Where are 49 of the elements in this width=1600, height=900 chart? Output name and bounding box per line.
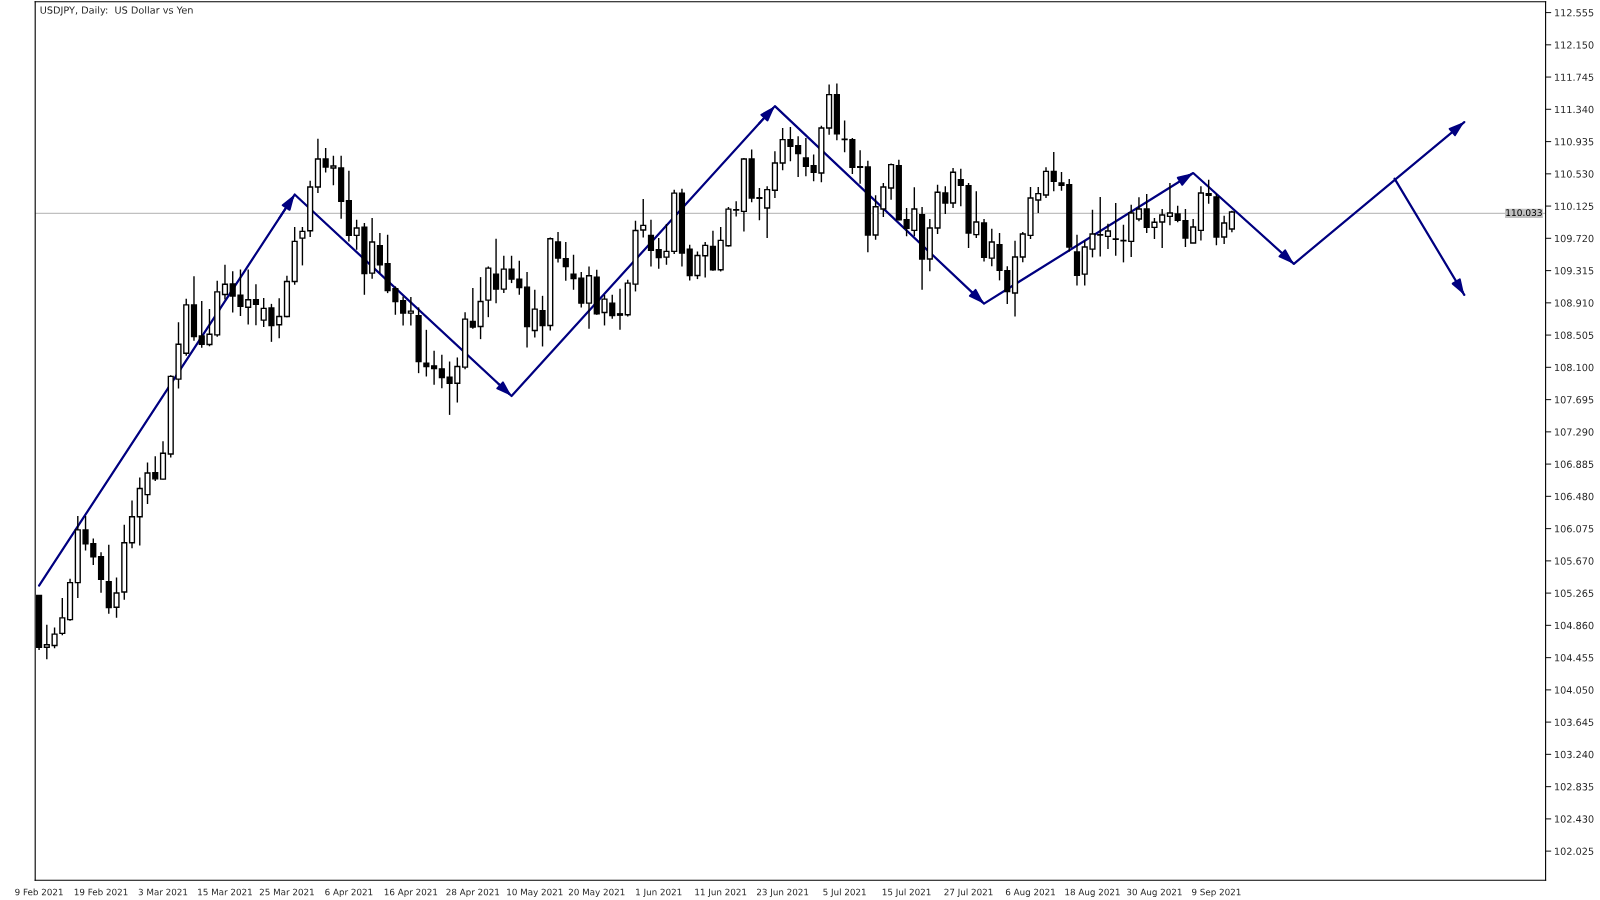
x-tick-label: 30 Aug 2021 [1127,888,1182,897]
x-tick-label: 20 May 2021 [568,888,625,897]
y-tick-label: 102.835 [1555,783,1594,791]
x-tick-label: 28 Apr 2021 [446,888,500,897]
y-tick-label: 109.315 [1555,267,1594,275]
x-tick-label: 23 Jun 2021 [756,888,809,897]
y-tick-label: 109.720 [1555,234,1594,243]
y-tick-label: 106.885 [1555,460,1594,468]
y-tick-label: 103.240 [1555,750,1594,759]
x-tick-label: 16 Apr 2021 [384,888,438,897]
x-tick-label: 11 Jun 2021 [695,888,747,897]
x-tick-label: 15 Mar 2021 [198,888,252,896]
y-tick-label: 103.645 [1555,718,1594,726]
y-tick-label: 105.670 [1555,557,1594,565]
y-tick-label: 111.745 [1555,73,1594,81]
x-tick-label: 15 Jul 2021 [882,888,931,897]
x-tick-label: 25 Mar 2021 [259,888,314,896]
x-tick-label: 6 Aug 2021 [1005,888,1055,897]
y-tick-label: 108.910 [1555,299,1594,307]
x-tick-label: 19 Feb 2021 [74,888,128,896]
y-tick-label: 106.075 [1555,525,1594,533]
x-tick-label: 9 Sep 2021 [1192,888,1241,897]
x-tick-label: 10 May 2021 [507,888,563,897]
ref-line-label: 110.033 [1506,209,1542,217]
y-tick-label: 110.125 [1555,202,1594,210]
y-tick-label: 102.025 [1555,847,1594,855]
y-tick-label: 110.935 [1555,138,1594,146]
x-tick-label: 3 Mar 2021 [138,888,188,896]
y-tick-label: 104.050 [1555,686,1594,694]
y-tick-label: 104.860 [1555,621,1594,630]
chart-title: USDJPY, Daily: US Dollar vs Yen [40,6,193,16]
y-tick-label: 111.340 [1555,105,1594,114]
x-tick-label: 18 Aug 2021 [1065,888,1120,897]
y-tick-label: 104.455 [1555,654,1594,662]
y-tick-label: 108.100 [1555,363,1594,372]
y-tick-label: 105.265 [1555,589,1594,597]
x-tick-label: 9 Feb 2021 [15,888,63,896]
y-tick-label: 108.505 [1555,331,1594,339]
x-tick-label: 6 Apr 2021 [325,888,373,897]
y-tick-label: 107.290 [1555,428,1594,436]
x-tick-label: 27 Jul 2021 [944,888,993,897]
y-tick-label: 106.480 [1555,492,1594,501]
x-tick-label: 5 Jul 2021 [823,888,866,897]
y-tick-label: 102.430 [1555,815,1594,823]
y-tick-label: 110.530 [1555,170,1594,178]
x-tick-label: 1 Jun 2021 [636,888,682,897]
y-tick-label: 112.555 [1555,9,1594,17]
y-tick-label: 112.150 [1555,41,1594,49]
y-tick-label: 107.695 [1555,396,1594,404]
